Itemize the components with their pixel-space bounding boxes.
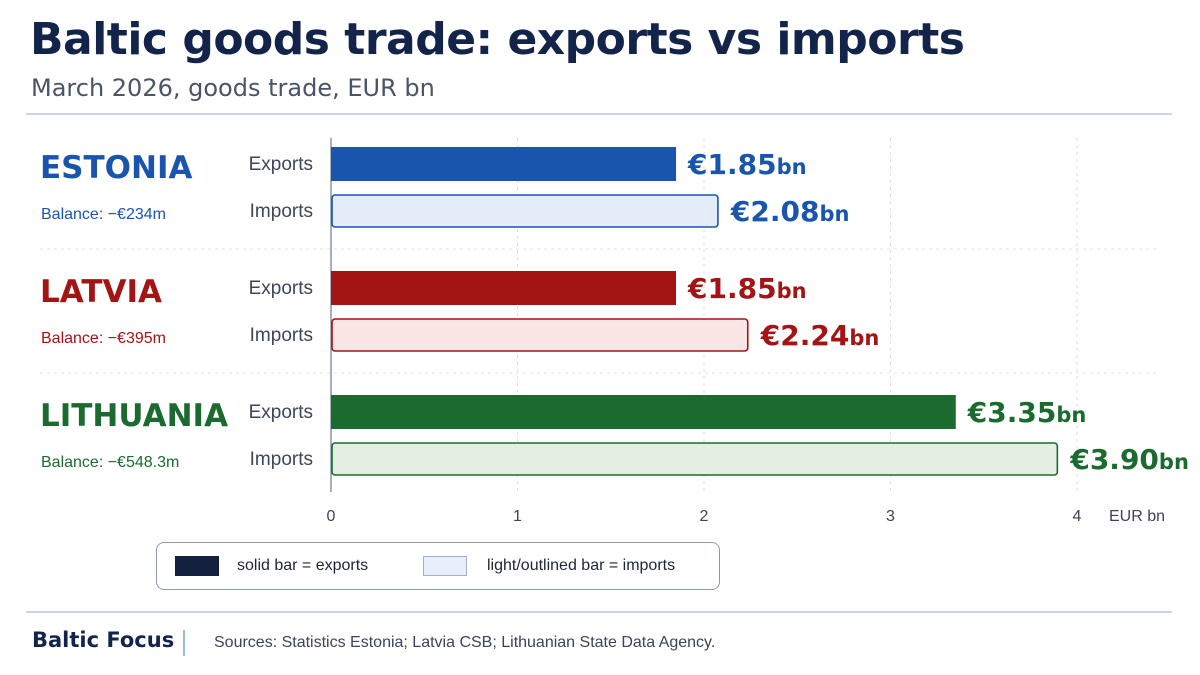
bar-category-label: Imports (250, 201, 313, 222)
x-tick-label: 3 (886, 508, 895, 525)
footer-divider (26, 611, 1172, 613)
x-tick-label: 0 (327, 508, 336, 525)
country-label: LATVIA (40, 274, 162, 310)
bar-value: €2.08 (730, 195, 820, 228)
x-tick-label: 1 (513, 508, 522, 525)
chart-title: Baltic goods trade: exports vs imports (30, 14, 965, 65)
bar-value-unit: bn (1159, 450, 1189, 474)
brand-name: Baltic Focus (32, 628, 175, 652)
bar-category-label: Imports (250, 325, 313, 346)
bar-value-label: €3.90bn (1069, 443, 1189, 476)
footer-separator (183, 630, 185, 656)
x-axis-unit-label: EUR bn (1109, 508, 1165, 525)
bar-category-label: Exports (249, 278, 313, 299)
x-tick-label: 4 (1073, 508, 1082, 525)
bar-latvia-exports (331, 271, 677, 305)
bar-value-unit: bn (819, 202, 849, 226)
bar-value: €1.85 (687, 148, 777, 181)
balance-label: Balance: −€548.3m (41, 454, 179, 471)
bar-value-label: €2.24bn (760, 319, 880, 352)
x-tick-label: 2 (700, 508, 709, 525)
bar-value-unit: bn (849, 326, 879, 350)
bar-value-unit: bn (777, 155, 807, 179)
balance-label: Balance: −€395m (41, 330, 166, 347)
bar-value-label: €2.08bn (730, 195, 850, 228)
bar-value-label: €1.85bn (687, 272, 807, 305)
balance-label: Balance: −€234m (41, 206, 166, 223)
bar-lithuania-imports (331, 442, 1059, 476)
bar-category-label: Exports (249, 154, 313, 175)
bar-value-label: €1.85bn (687, 148, 807, 181)
bar-value-label: €3.35bn (967, 396, 1087, 429)
bar-estonia-exports (331, 147, 677, 181)
bar-value-unit: bn (777, 279, 807, 303)
sources-note: Sources: Statistics Estonia; Latvia CSB;… (214, 634, 716, 651)
country-label: LITHUANIA (40, 398, 228, 434)
legend-label-exports: solid bar = exports (237, 557, 369, 574)
legend-swatch-exports (175, 556, 219, 576)
bar-value: €3.90 (1069, 443, 1159, 476)
bar-chart: 0 1 2 3 4 EUR bn ESTONIA Balance: −€234m Exports… (40, 138, 1189, 525)
bar-category-label: Imports (250, 449, 313, 470)
legend-swatch-imports (423, 556, 467, 576)
bar-latvia-imports (331, 318, 749, 352)
bar-value: €1.85 (687, 272, 777, 305)
bar-value: €3.35 (967, 396, 1057, 429)
country-label: ESTONIA (40, 150, 192, 186)
bar-estonia-imports (331, 194, 719, 228)
legend-label-imports: light/outlined bar = imports (487, 557, 676, 574)
bar-category-label: Exports (249, 402, 313, 423)
chart-legend: solid bar = exports light/outlined bar =… (156, 542, 720, 590)
bar-value: €2.24 (760, 319, 850, 352)
header-divider (26, 113, 1172, 115)
bar-value-unit: bn (1056, 403, 1086, 427)
bar-lithuania-exports (331, 395, 956, 429)
chart-subtitle: March 2026, goods trade, EUR bn (31, 74, 435, 102)
